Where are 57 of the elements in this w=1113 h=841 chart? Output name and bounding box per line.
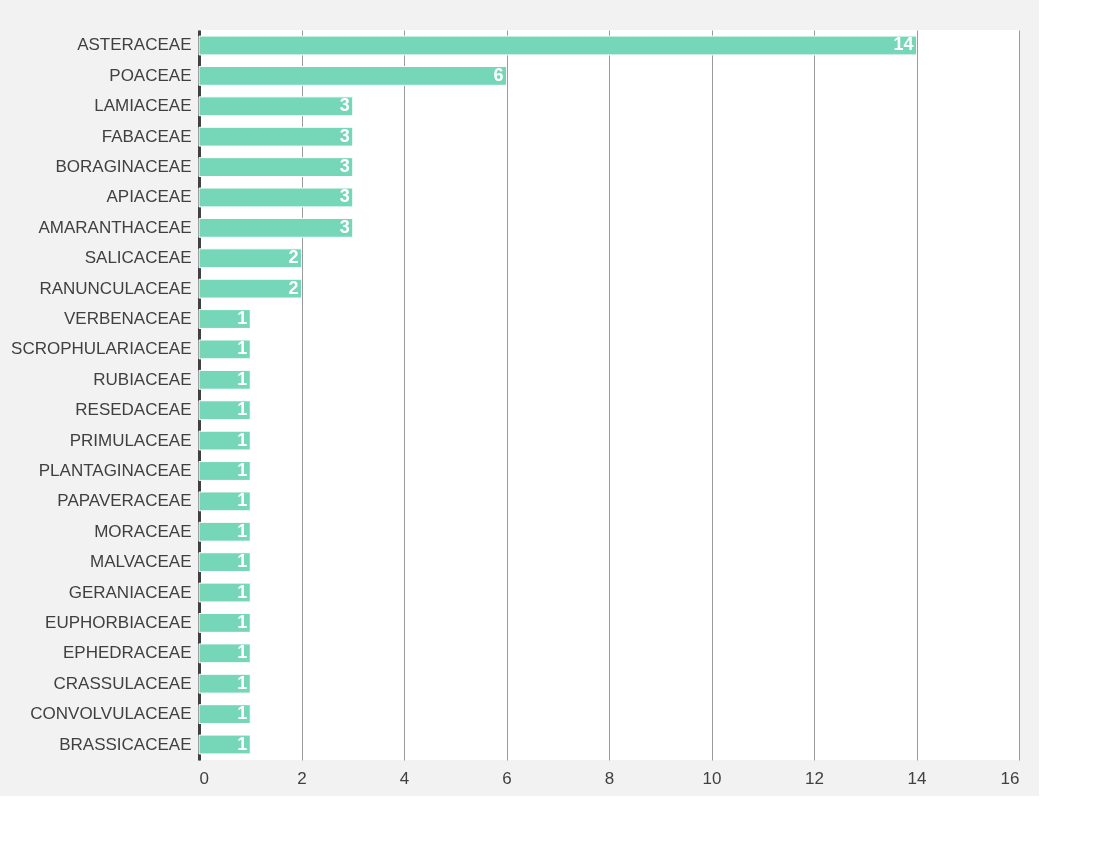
data-label: 2: [288, 277, 299, 298]
data-label: 1: [237, 459, 248, 480]
y-tick-label: RESEDACEAE: [75, 400, 192, 420]
y-tick-label: BRASSICACEAE: [59, 734, 192, 754]
y-tick-label: ASTERACEAE: [77, 35, 192, 55]
data-label: 1: [237, 611, 248, 632]
y-tick-label: LAMIACEAE: [94, 96, 192, 116]
data-label: 1: [237, 642, 248, 663]
data-label: 2: [288, 247, 299, 268]
y-tick-label: AMARANTHACEAE: [38, 217, 192, 237]
x-tick-label: 16: [1000, 768, 1020, 788]
data-label: 1: [237, 703, 248, 724]
y-tick-label: PLANTAGINACEAE: [38, 460, 192, 480]
data-label: 3: [339, 216, 350, 237]
data-label: 14: [893, 34, 914, 55]
y-tick-label: BORAGINACEAE: [55, 157, 192, 177]
y-tick-label: VERBENACEAE: [63, 309, 192, 329]
data-label: 1: [237, 672, 248, 693]
data-label: 1: [237, 308, 248, 329]
data-label: 1: [237, 399, 248, 420]
data-label: 1: [237, 520, 248, 541]
x-tick-label: 10: [702, 768, 722, 788]
y-tick-label: POACEAE: [109, 65, 192, 85]
data-label: 1: [237, 733, 248, 754]
y-tick-label: SCROPHULARIACEAE: [11, 339, 192, 359]
y-tick-label: PAPAVERACEAE: [57, 491, 192, 511]
y-tick-label: CRASSULACEAE: [53, 673, 192, 693]
data-label: 3: [339, 156, 350, 177]
data-label: 3: [339, 125, 350, 146]
data-label: 1: [237, 551, 248, 572]
y-tick-label: EPHEDRACEAE: [63, 643, 192, 663]
x-tick-label: 2: [297, 768, 307, 788]
y-tick-label: RANUNCULACEAE: [39, 278, 192, 298]
data-label: 1: [237, 581, 248, 602]
data-label: 1: [237, 490, 248, 511]
y-tick-label: FABACEAE: [101, 126, 192, 146]
x-tick-label: 6: [502, 768, 512, 788]
data-label: 3: [339, 95, 350, 116]
x-tick-label: 14: [907, 768, 927, 788]
data-label: 3: [339, 186, 350, 207]
y-tick-label: MALVACEAE: [90, 552, 192, 572]
x-tick-label: 12: [805, 768, 824, 788]
data-label: 1: [237, 338, 248, 359]
y-tick-label: CONVOLVULACEAE: [30, 704, 192, 724]
x-tick-label: 0: [199, 768, 209, 788]
y-tick-label: PRIMULACEAE: [69, 430, 192, 450]
x-tick-label: 8: [604, 768, 615, 788]
y-tick-label: EUPHORBIACEAE: [45, 612, 192, 632]
data-label: 1: [237, 429, 248, 450]
y-tick-label: MORACEAE: [94, 521, 192, 541]
x-tick-label: 4: [399, 768, 410, 788]
y-tick-label: GERANIACEAE: [68, 582, 192, 602]
y-tick-label: APIACEAE: [106, 187, 192, 207]
data-label: 1: [237, 368, 248, 389]
y-tick-label: SALICACEAE: [84, 248, 192, 268]
data-label: 6: [493, 64, 504, 85]
y-tick-label: RUBIACEAE: [93, 369, 192, 389]
